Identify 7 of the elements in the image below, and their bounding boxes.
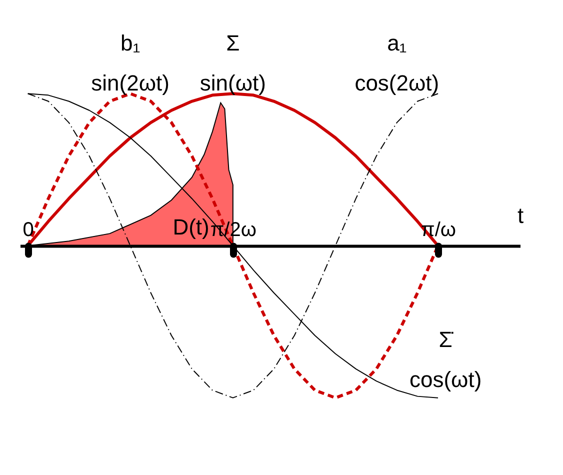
series-label: a₁ cos(2ωt) [354,30,440,96]
series-label: Σ sin(ωt) [200,30,266,96]
series-label: D(t) [172,214,210,240]
series-label: b₁ sin(2ωt) [91,30,170,96]
x-tick-label: 0 [22,219,34,242]
series-label: Σ̇ cos(ωt) [409,327,482,392]
x-axis-title: t [517,203,524,228]
